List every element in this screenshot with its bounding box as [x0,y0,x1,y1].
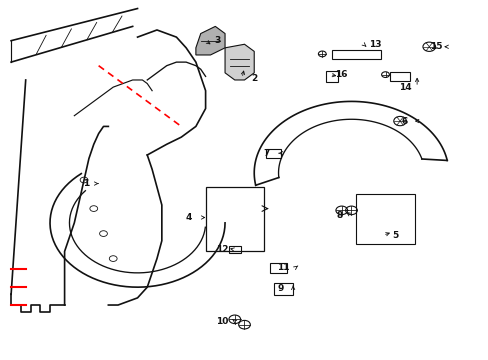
Polygon shape [196,26,224,55]
Bar [325,71,337,82]
Bar [205,187,264,251]
Bar [269,262,286,273]
Text: 8: 8 [336,211,342,220]
Text: 11: 11 [277,263,289,272]
Polygon shape [224,44,254,80]
Text: 6: 6 [401,117,407,126]
Text: 15: 15 [429,42,442,51]
Text: 1: 1 [83,179,89,188]
Text: 9: 9 [277,284,284,293]
Bar [356,194,414,244]
Text: 3: 3 [214,36,221,45]
Text: 13: 13 [369,40,381,49]
Bar [228,246,241,253]
Bar [273,283,292,295]
Text: 12: 12 [216,245,228,254]
Text: 4: 4 [185,213,191,222]
Text: 14: 14 [398,83,410,92]
Text: 7: 7 [263,149,269,158]
Bar [389,72,409,81]
Text: 2: 2 [250,74,257,83]
Text: 5: 5 [391,231,398,240]
Bar [331,50,380,59]
Bar [266,149,281,158]
Text: 16: 16 [335,70,347,79]
Text: 10: 10 [216,316,228,325]
